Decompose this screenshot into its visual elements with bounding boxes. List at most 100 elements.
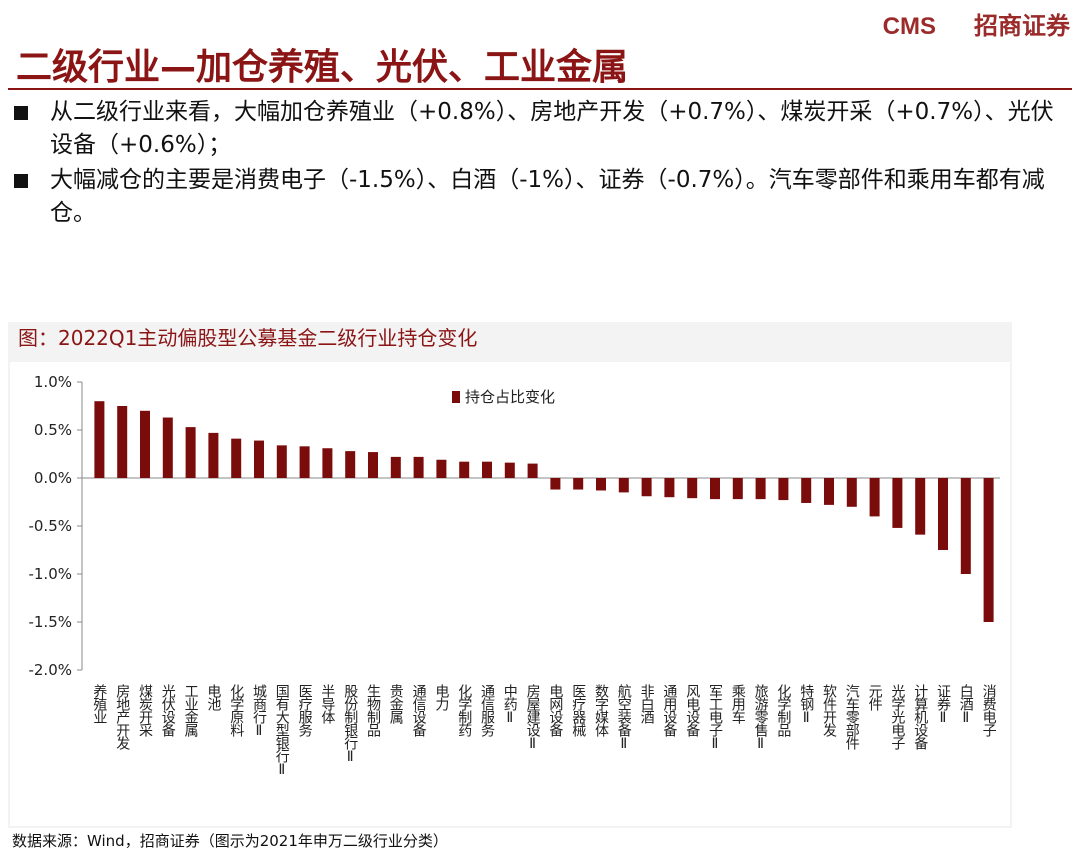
bar — [459, 461, 470, 478]
bar — [960, 478, 971, 574]
x-tick-label: 非白酒 — [639, 684, 655, 724]
bar — [664, 478, 675, 498]
bar — [299, 446, 310, 478]
bar — [276, 445, 287, 478]
bar — [254, 440, 264, 478]
bar — [755, 478, 766, 500]
x-tick-label: 光学光电子 — [889, 684, 905, 750]
x-tick-label: 化学制药 — [456, 684, 472, 737]
bullet-text: 从二级行业来看，大幅加仓养殖业（+0.8%）、房地产开发（+0.7%）、煤炭开采… — [50, 99, 1054, 158]
bar — [938, 478, 948, 550]
brand-mark: CMS — [882, 13, 936, 40]
x-tick-label: 养殖业 — [91, 684, 107, 724]
x-tick-label: 房屋建设Ⅱ — [525, 684, 541, 751]
y-tick-label: -1.0% — [28, 565, 72, 583]
legend-label: 持仓占比变化 — [465, 388, 555, 406]
bullet-icon — [14, 106, 28, 120]
bar — [846, 478, 857, 507]
x-tick-label: 汽车零部件 — [844, 684, 860, 750]
x-tick-label: 乘用车 — [730, 684, 746, 724]
x-tick-label: 通信服务 — [479, 684, 495, 737]
bar — [869, 478, 880, 517]
x-tick-label: 城商行Ⅱ — [251, 684, 267, 738]
bar — [482, 461, 492, 478]
x-tick-label: 白酒Ⅱ — [958, 684, 974, 725]
x-tick-label: 软件开发 — [821, 684, 837, 737]
x-tick-label: 半导体 — [319, 684, 335, 724]
legend-swatch — [452, 391, 460, 403]
bar — [915, 478, 926, 535]
y-tick-label: 0.0% — [34, 469, 72, 487]
bullet: 大幅减仓的主要是消费电子（-1.5%）、白酒（-1%）、证券（-0.7%）。汽车… — [14, 164, 1054, 230]
bullet-text: 大幅减仓的主要是消费电子（-1.5%）、白酒（-1%）、证券（-0.7%）。汽车… — [50, 167, 1045, 226]
bar — [732, 478, 743, 500]
x-tick-label: 通信设备 — [411, 684, 427, 737]
x-tick-label: 房地产开发 — [114, 684, 130, 750]
plot-bg — [10, 362, 1010, 826]
bar — [368, 452, 378, 478]
x-tick-label: 数字媒体 — [593, 684, 609, 737]
y-tick-label: -0.5% — [28, 517, 72, 535]
x-tick-label: 股份制银行Ⅱ — [342, 684, 358, 764]
slide-title: 二级行业—加仓养殖、光伏、工业金属 — [16, 47, 629, 88]
bullets: 从二级行业来看，大幅加仓养殖业（+0.8%）、房地产开发（+0.7%）、煤炭开采… — [14, 96, 1054, 232]
bar — [208, 432, 219, 478]
bar — [345, 451, 356, 478]
x-tick-label: 证券Ⅱ — [935, 684, 951, 725]
chart-title: 图：2022Q1主动偏股型公募基金二级行业持仓变化 — [18, 326, 477, 350]
bar — [504, 462, 515, 478]
bar — [801, 478, 812, 503]
bar — [436, 459, 447, 478]
bullet: 从二级行业来看，大幅加仓养殖业（+0.8%）、房地产开发（+0.7%）、煤炭开采… — [14, 96, 1054, 162]
title-rule — [8, 88, 1072, 90]
x-tick-label: 消费电子 — [981, 684, 997, 737]
y-tick-label: -2.0% — [28, 661, 72, 679]
bullet-icon — [14, 174, 28, 188]
x-tick-label: 生物制品 — [365, 684, 381, 737]
bar — [596, 478, 606, 491]
bar — [413, 456, 424, 478]
bar — [162, 417, 173, 478]
source: 数据来源：Wind，招商证券（图示为2021年申万二级行业分类） — [12, 832, 448, 850]
x-tick-label: 光伏设备 — [160, 684, 176, 737]
bar — [983, 478, 994, 622]
x-tick-label: 医疗服务 — [297, 684, 313, 737]
x-tick-label: 元件 — [867, 684, 883, 711]
bar — [778, 478, 789, 501]
bar — [641, 478, 652, 497]
y-tick-label: 0.5% — [34, 421, 72, 439]
brand: CMS 招商证券 — [883, 6, 1070, 41]
bar — [390, 456, 401, 478]
x-tick-label: 化学制品 — [775, 684, 791, 737]
bar — [322, 448, 333, 478]
x-tick-label: 特钢Ⅱ — [798, 684, 814, 725]
x-tick-label: 医疗器械 — [570, 684, 586, 737]
bar — [824, 478, 834, 505]
bar — [687, 478, 698, 499]
x-tick-label: 计算机设备 — [912, 684, 928, 750]
x-tick-label: 贵金属 — [388, 684, 404, 724]
x-tick-label: 煤炭开采 — [137, 684, 153, 737]
bar — [573, 478, 584, 490]
x-tick-label: 电池 — [205, 684, 221, 711]
x-tick-label: 国有大型银行Ⅱ — [274, 684, 290, 777]
bar — [892, 478, 903, 528]
bar — [527, 463, 538, 478]
brand-name: 招商证券 — [974, 12, 1070, 40]
x-tick-label: 军工电子Ⅱ — [707, 684, 723, 751]
x-tick-label: 风电设备 — [684, 684, 700, 737]
x-tick-label: 中药Ⅱ — [502, 684, 518, 725]
x-tick-label: 电力 — [433, 684, 449, 712]
bar — [550, 478, 561, 490]
bar — [117, 406, 128, 478]
bar — [231, 438, 242, 478]
x-tick-label: 化学原料 — [228, 684, 244, 737]
bar — [94, 401, 105, 478]
x-tick-label: 通用设备 — [661, 684, 677, 737]
bar — [185, 427, 196, 478]
x-tick-label: 工业金属 — [183, 684, 199, 737]
y-tick-label: -1.5% — [28, 613, 72, 631]
bar — [710, 478, 720, 500]
